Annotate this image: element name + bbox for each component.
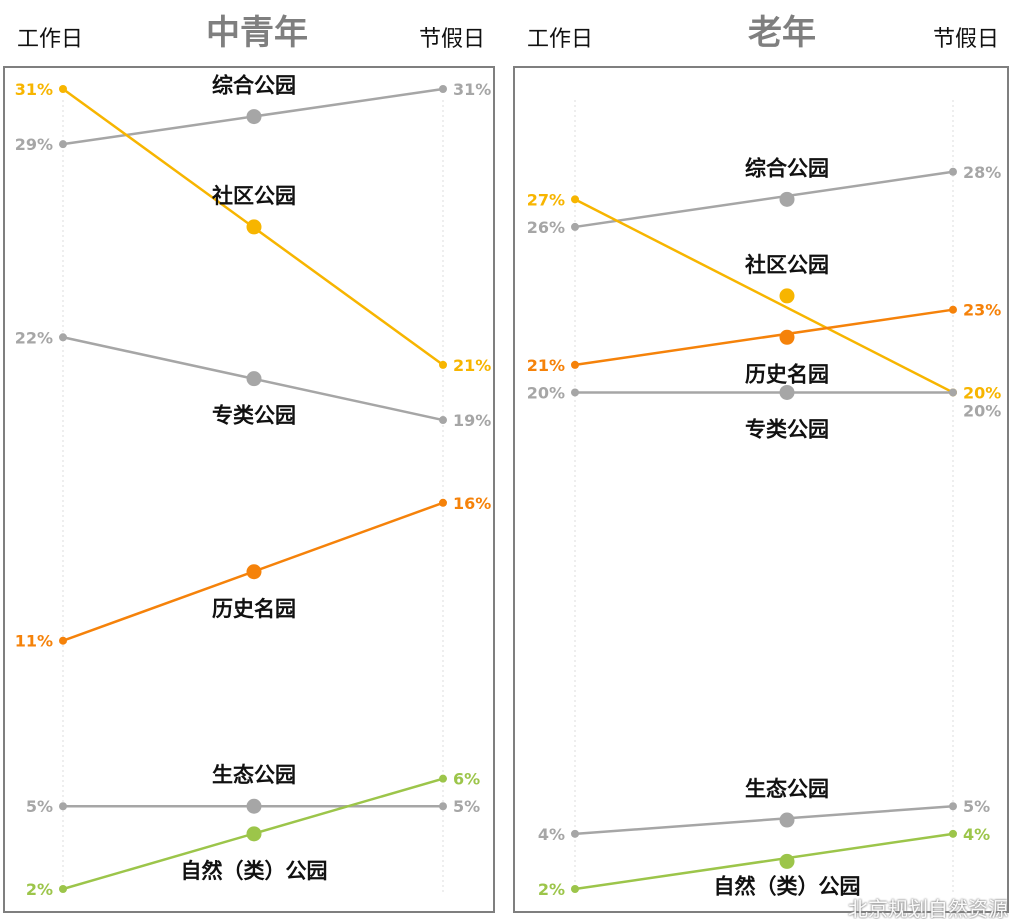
series-name-label: 综合公园: [745, 156, 829, 180]
point-mid: [779, 812, 795, 828]
value-label-holiday: 5%: [963, 797, 990, 816]
value-label-workday: 20%: [527, 383, 565, 402]
point-workday: [571, 222, 579, 231]
point-holiday: [949, 305, 957, 314]
point-workday: [59, 636, 67, 645]
value-label-workday: 22%: [15, 328, 53, 347]
x-label-holiday: 节假日: [933, 27, 999, 52]
point-holiday: [439, 498, 447, 507]
point-workday: [571, 885, 579, 893]
point-holiday: [439, 360, 447, 369]
point-mid: [779, 288, 795, 304]
point-workday: [59, 85, 67, 93]
point-holiday: [949, 388, 957, 397]
value-label-holiday: 16%: [453, 494, 491, 513]
series-line: [574, 804, 954, 836]
series-name-label: 历史名园: [212, 597, 296, 621]
value-label-holiday: 20%: [963, 383, 1001, 402]
point-workday: [59, 885, 67, 893]
point-mid: [779, 384, 795, 400]
value-label-workday: 31%: [15, 80, 53, 99]
point-workday: [571, 195, 579, 204]
value-label-holiday: 6%: [453, 770, 480, 789]
point-holiday: [949, 167, 957, 176]
value-label-workday: 4%: [538, 825, 565, 844]
value-label-holiday: 21%: [453, 356, 491, 375]
value-label-holiday: 20%: [963, 401, 1001, 420]
x-label-workday: 工作日: [17, 27, 83, 52]
series-name-label: 生态公园: [745, 777, 829, 801]
series-line: [574, 170, 954, 229]
point-workday: [571, 388, 579, 397]
point-holiday: [949, 829, 957, 838]
series-line: [574, 832, 954, 891]
series-name-label: 生态公园: [212, 763, 296, 787]
watermark: 北京规划自然资源: [848, 897, 1008, 919]
point-holiday: [439, 416, 447, 425]
panel-title: 老年: [748, 13, 816, 53]
series-line: [574, 198, 954, 394]
series-line: [574, 308, 954, 367]
panel-title: 中青年: [206, 13, 308, 53]
value-label-workday: 26%: [527, 218, 565, 237]
series-name-label: 综合公园: [212, 74, 296, 98]
x-label-holiday: 节假日: [419, 27, 485, 52]
point-mid: [246, 564, 262, 580]
value-label-holiday: 4%: [963, 825, 990, 844]
value-label-workday: 29%: [15, 135, 53, 154]
series-name-label: 专类公园: [212, 404, 296, 428]
point-mid: [246, 798, 262, 814]
value-label-workday: 21%: [527, 356, 565, 375]
value-label-workday: 11%: [15, 632, 53, 651]
point-workday: [571, 360, 579, 369]
point-workday: [59, 333, 67, 342]
value-label-holiday: 23%: [963, 301, 1001, 320]
value-label-workday: 2%: [538, 880, 565, 899]
point-mid: [246, 371, 262, 387]
value-label-holiday: 31%: [453, 80, 491, 99]
point-workday: [571, 829, 579, 838]
point-mid: [779, 191, 795, 207]
series-name-label: 自然（类）公园: [181, 859, 328, 883]
value-label-holiday: 5%: [453, 797, 480, 816]
point-mid: [779, 329, 795, 345]
point-mid: [246, 826, 262, 842]
point-holiday: [949, 802, 957, 811]
value-label-workday: 27%: [527, 190, 565, 209]
value-label-holiday: 19%: [453, 411, 491, 430]
point-holiday: [439, 774, 447, 783]
series-name-label: 社区公园: [211, 184, 296, 208]
point-mid: [779, 853, 795, 869]
series-name-label: 专类公园: [745, 417, 829, 441]
point-workday: [59, 140, 67, 149]
value-label-workday: 2%: [26, 880, 53, 899]
x-label-workday: 工作日: [527, 27, 593, 52]
point-mid: [246, 219, 262, 235]
panel-frame: [3, 66, 495, 913]
value-label-workday: 5%: [26, 797, 53, 816]
series-name-label: 历史名园: [745, 362, 829, 386]
panel-frame: [513, 66, 1009, 913]
point-holiday: [439, 802, 447, 811]
series-name-label: 社区公园: [744, 253, 829, 277]
value-label-holiday: 28%: [963, 163, 1001, 182]
point-holiday: [439, 85, 447, 93]
series-name-label: 自然（类）公园: [714, 874, 861, 898]
point-mid: [246, 109, 262, 125]
point-workday: [59, 802, 67, 811]
